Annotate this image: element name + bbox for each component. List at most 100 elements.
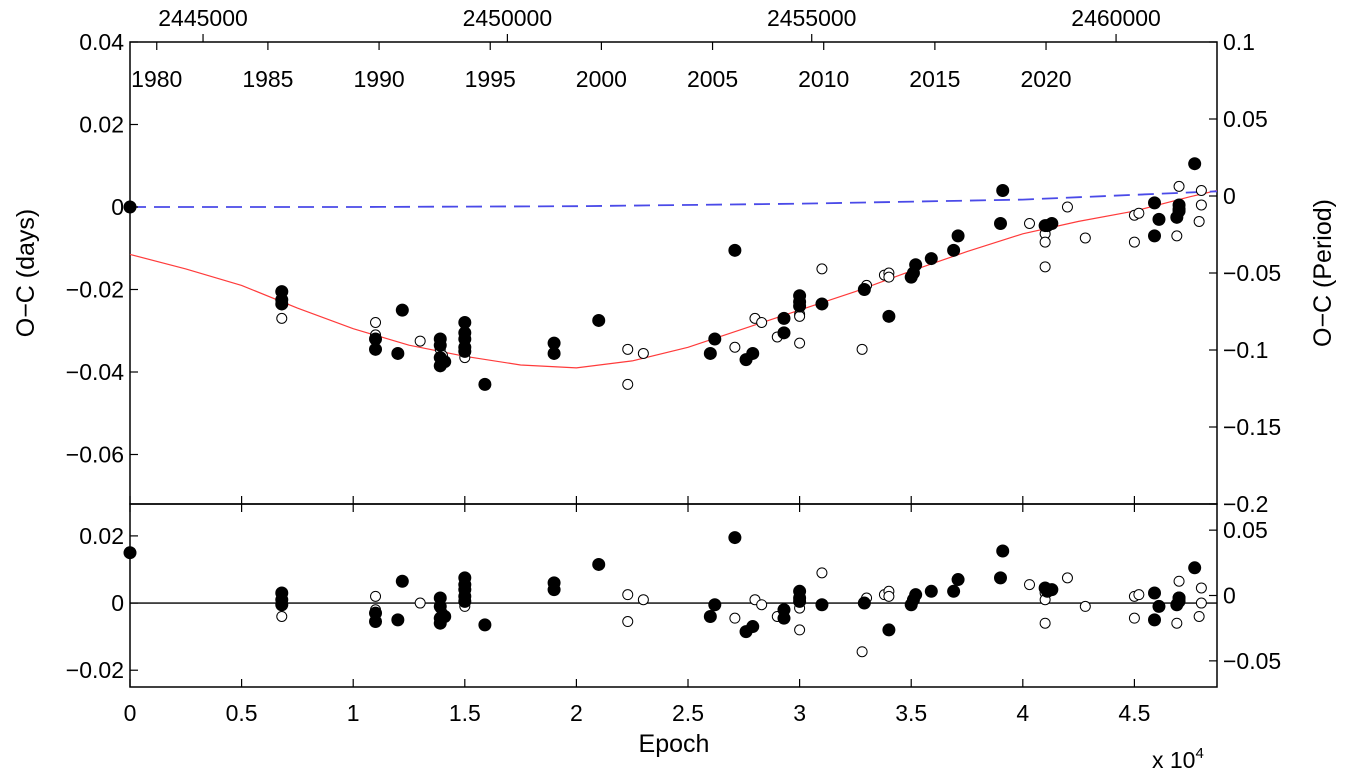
filled-point (951, 573, 965, 587)
open-point (1193, 215, 1205, 227)
fit-curve (129, 189, 1218, 369)
open-point (1128, 236, 1140, 248)
open-point (1173, 575, 1185, 587)
tick-label: 1980 (131, 66, 182, 92)
open-point (1061, 572, 1073, 584)
filled-point (703, 609, 717, 623)
filled-point (369, 332, 383, 346)
filled-point (793, 299, 807, 313)
filled-point (395, 574, 409, 588)
tick-label: 2010 (798, 66, 849, 92)
filled-point (746, 346, 760, 360)
filled-point (547, 346, 561, 360)
filled-point (1152, 212, 1166, 226)
filled-point (391, 346, 405, 360)
open-point (622, 343, 634, 355)
tick-label: 2000 (576, 66, 627, 92)
tick-label: 1.5 (449, 700, 481, 726)
filled-point (993, 217, 1007, 230)
bottom-points (123, 531, 1207, 658)
tick-label: 2.5 (672, 700, 704, 726)
open-point (622, 616, 634, 628)
filled-point (1172, 204, 1186, 218)
open-point (1039, 617, 1051, 629)
filled-point (1148, 229, 1162, 243)
open-point (816, 567, 828, 579)
tick-label: −0.04 (66, 359, 124, 385)
tick-label: 2005 (687, 66, 738, 92)
tick-label: 0 (124, 700, 137, 726)
open-point (883, 271, 895, 283)
filled-point (1172, 591, 1186, 605)
tick-label: 2460000 (1071, 5, 1161, 31)
filled-point (951, 229, 965, 243)
filled-point (777, 611, 791, 625)
open-point (276, 312, 288, 324)
filled-point (458, 316, 472, 329)
filled-point (857, 596, 871, 610)
tick-label: 1 (347, 700, 360, 726)
tick-label: 0.05 (1223, 106, 1268, 132)
tick-labels: 0 0.5 1 1.5 2 2.5 3 3.5 4 4.50.040.020−0.02−0.04−… (66, 5, 1281, 726)
filled-point (438, 355, 452, 369)
tick-label: 4 (1016, 700, 1029, 726)
tick-label: 2 (570, 700, 583, 726)
open-point (1193, 610, 1205, 622)
open-point (794, 310, 806, 322)
filled-point (815, 297, 829, 311)
filled-point (882, 623, 896, 637)
open-point (1079, 232, 1091, 244)
open-point (1079, 600, 1091, 612)
tick-label: 0.1 (1223, 29, 1255, 55)
open-point (1195, 582, 1207, 594)
filled-point (458, 344, 472, 358)
y-axis-label-right: O−C (Period) (1309, 199, 1337, 347)
tick-label: 3.5 (895, 700, 927, 726)
tick-label: 0.02 (79, 523, 124, 549)
y-axis-label-left: O−C (days) (12, 209, 40, 338)
tick-label: 0.5 (226, 700, 258, 726)
filled-point (1148, 613, 1162, 627)
tick-label: 0 (1223, 183, 1236, 209)
filled-point (433, 599, 447, 613)
open-point (1173, 180, 1185, 192)
open-point (370, 317, 382, 328)
linear-ephemeris-line (130, 190, 1218, 208)
tick-marks (129, 34, 1217, 687)
tick-label: −0.2 (1223, 491, 1268, 517)
filled-point (438, 609, 452, 623)
filled-point (458, 594, 472, 608)
filled-point (1188, 157, 1202, 171)
tick-label: 2455000 (767, 5, 857, 31)
open-point (637, 594, 649, 606)
tick-label: 2020 (1020, 66, 1071, 92)
open-point (1171, 617, 1183, 629)
open-point (1195, 185, 1207, 196)
filled-point (815, 598, 829, 612)
tick-label: 0.02 (79, 112, 124, 138)
filled-point (275, 598, 289, 612)
open-point (1024, 218, 1036, 229)
tick-label: −0.02 (66, 657, 124, 683)
filled-point (703, 346, 717, 360)
filled-point (996, 184, 1010, 197)
top-fit-lines (129, 189, 1218, 369)
filled-point (1148, 196, 1162, 210)
filled-point (369, 342, 383, 356)
filled-point (882, 309, 896, 323)
filled-point (1188, 561, 1202, 575)
open-point (1039, 236, 1051, 248)
tick-label: 0.04 (79, 29, 124, 55)
filled-point (433, 338, 447, 352)
x-multiplier-base: x 10 (1152, 747, 1195, 773)
open-point (370, 590, 382, 602)
filled-point (728, 243, 742, 257)
x-axis-label: Epoch (639, 730, 710, 758)
filled-point (708, 598, 722, 612)
open-point (1133, 207, 1145, 219)
filled-point (947, 243, 961, 257)
filled-point (547, 336, 561, 350)
open-point (1133, 589, 1145, 601)
tick-label: 0.05 (1223, 517, 1268, 543)
tick-label: −0.15 (1223, 414, 1281, 440)
